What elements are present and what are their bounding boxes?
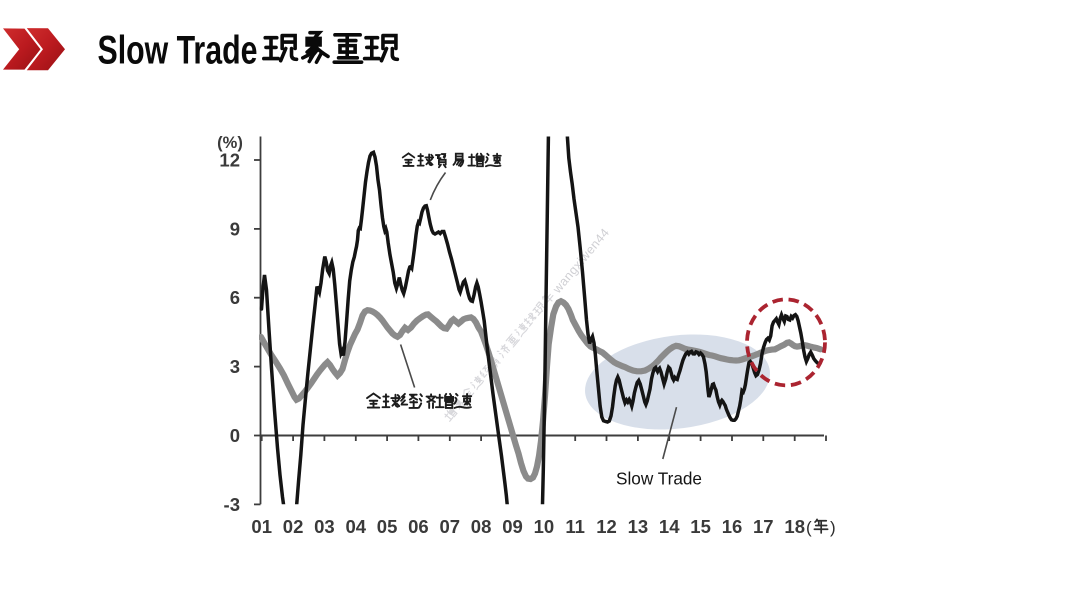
svg-text:12: 12: [219, 150, 240, 171]
svg-text:Slow Trade: Slow Trade: [616, 469, 702, 489]
svg-text:12: 12: [596, 516, 617, 537]
svg-text:05: 05: [377, 516, 398, 537]
svg-text:14: 14: [659, 516, 680, 537]
svg-text:13: 13: [628, 516, 649, 537]
svg-text:3: 3: [230, 356, 240, 377]
svg-text:): ): [830, 518, 836, 537]
svg-text:01: 01: [251, 516, 272, 537]
svg-text:04: 04: [346, 516, 367, 537]
svg-text:9: 9: [230, 218, 240, 239]
svg-text:06: 06: [408, 516, 429, 537]
svg-text:10: 10: [534, 516, 555, 537]
svg-text:09: 09: [502, 516, 523, 537]
svg-text:0: 0: [230, 425, 240, 446]
svg-text:02: 02: [283, 516, 304, 537]
svg-text:6: 6: [230, 287, 240, 308]
svg-text:17: 17: [753, 516, 774, 537]
svg-text:11: 11: [565, 516, 585, 537]
svg-text:07: 07: [440, 516, 461, 537]
svg-text:18: 18: [784, 516, 805, 537]
svg-text:Slow Trade: Slow Trade: [98, 27, 258, 72]
svg-text:16: 16: [722, 516, 743, 537]
svg-text:03: 03: [314, 516, 335, 537]
svg-text:15: 15: [690, 516, 711, 537]
svg-text:08: 08: [471, 516, 492, 537]
svg-text:(: (: [806, 518, 812, 537]
svg-text:(%): (%): [217, 134, 243, 152]
svg-text:-3: -3: [224, 494, 240, 515]
